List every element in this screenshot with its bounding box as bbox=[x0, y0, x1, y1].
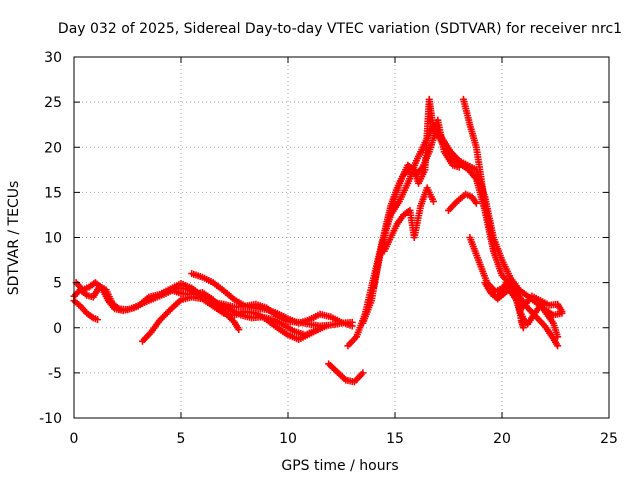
x-tick-label: 10 bbox=[279, 431, 297, 447]
x-axis-label: GPS time / hours bbox=[281, 458, 398, 474]
data-point bbox=[554, 342, 562, 350]
y-tick-label: 20 bbox=[44, 140, 62, 156]
data-point bbox=[348, 322, 356, 330]
series-track-10 bbox=[370, 95, 463, 291]
y-tick-label: 5 bbox=[53, 276, 62, 292]
y-tick-label: 10 bbox=[44, 231, 62, 247]
series-track-5 bbox=[188, 270, 356, 330]
x-tick-label: 15 bbox=[386, 431, 404, 447]
series-track-7 bbox=[325, 360, 367, 386]
data-point bbox=[558, 308, 566, 316]
x-tick-label: 0 bbox=[70, 431, 79, 447]
y-tick-label: 25 bbox=[44, 95, 62, 111]
series-track-12 bbox=[459, 95, 500, 260]
data-point bbox=[94, 316, 102, 324]
y-tick-label: 0 bbox=[53, 321, 62, 337]
series-track-13 bbox=[445, 190, 480, 214]
data-point bbox=[554, 333, 562, 341]
data-point bbox=[492, 252, 500, 260]
y-tick-label: 30 bbox=[44, 50, 62, 66]
y-tick-label: 15 bbox=[44, 185, 62, 201]
x-tick-label: 25 bbox=[600, 431, 618, 447]
data-point bbox=[323, 322, 331, 330]
data-point bbox=[235, 326, 243, 334]
y-tick-label: -5 bbox=[48, 366, 62, 382]
y-axis-label: SDTVAR / TECUs bbox=[6, 181, 22, 296]
data-marks bbox=[70, 95, 566, 386]
data-point bbox=[430, 197, 438, 205]
series-track-6 bbox=[166, 286, 243, 334]
axis-ticks: 0 5 10 15 20 25 -10 -5 0 5 10 15 20 25 30 bbox=[39, 50, 618, 447]
chart-title: Day 032 of 2025, Sidereal Day-to-day VTE… bbox=[58, 21, 622, 37]
grid bbox=[74, 57, 609, 418]
x-tick-label: 5 bbox=[177, 431, 186, 447]
series-track-11 bbox=[380, 184, 438, 255]
y-tick-label: -10 bbox=[39, 411, 62, 427]
data-point bbox=[455, 163, 463, 171]
data-point bbox=[359, 369, 367, 377]
series-track-16 bbox=[494, 286, 527, 332]
data-point bbox=[316, 325, 324, 333]
x-tick-label: 20 bbox=[493, 431, 511, 447]
data-point bbox=[472, 199, 480, 207]
data-point bbox=[519, 324, 527, 332]
series-track-2 bbox=[70, 297, 102, 324]
